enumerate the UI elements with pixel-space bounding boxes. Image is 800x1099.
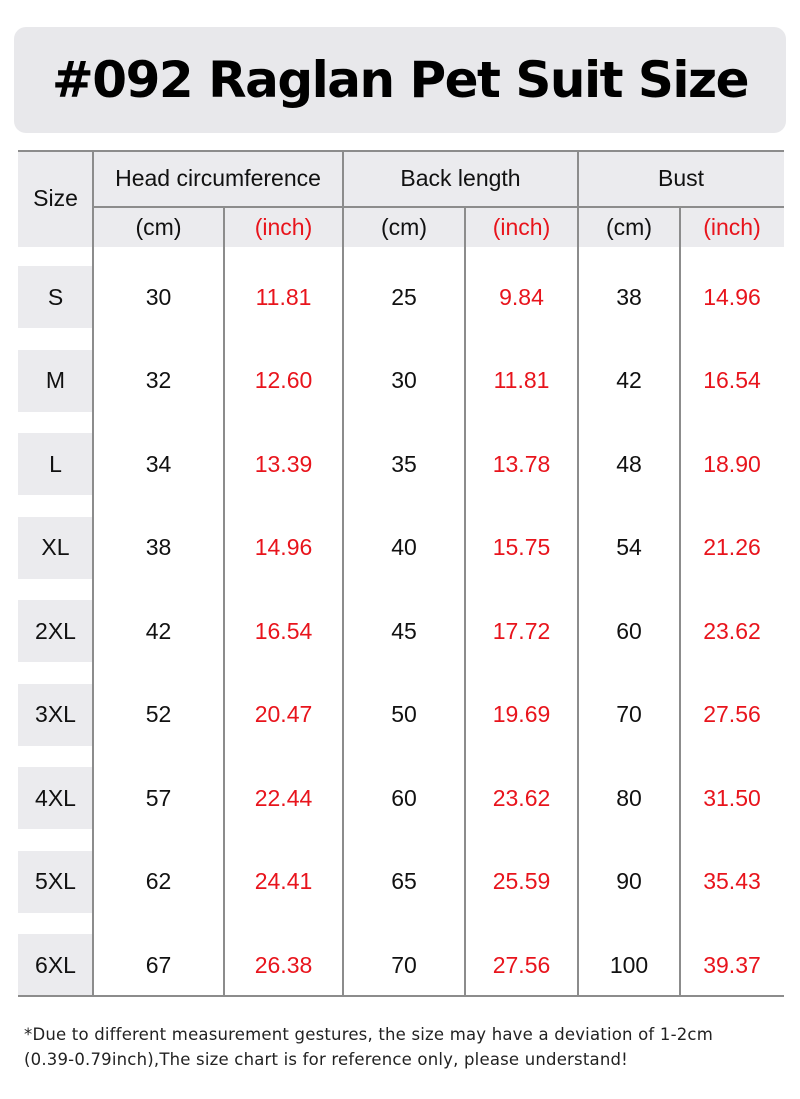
header-group-0: Head circumference (115, 165, 321, 191)
table-cell: 60 (391, 784, 417, 811)
table-cell: 13.39 (254, 450, 313, 477)
table-cell: 38 (616, 283, 642, 310)
table-cell: 40 (391, 534, 417, 560)
table-cell: 31.50 (703, 784, 761, 811)
table-cell: 32 (145, 367, 172, 393)
table-cell: 45 (391, 617, 417, 644)
header-size: Size (33, 185, 78, 211)
table-cell: 50 (391, 701, 417, 727)
table-cell: 52 (145, 701, 172, 727)
table-cell: 67 (145, 951, 172, 978)
header-unit-1: (inch) (254, 213, 313, 240)
table-cell: 25.59 (492, 868, 551, 894)
header-unit-3: (inch) (492, 213, 551, 240)
row-size-label: M (18, 349, 93, 412)
table-cell: 11.81 (255, 283, 312, 310)
table-bottom-border (18, 995, 784, 997)
row-size-label: XL (18, 516, 93, 579)
table-cell: 34 (145, 450, 172, 477)
table-cell: 42 (145, 617, 172, 644)
table-cell: 17.72 (492, 617, 551, 644)
footnote: *Due to different measurement gestures, … (24, 1022, 784, 1072)
table-cell: 57 (145, 784, 172, 811)
table-cell: 30 (391, 367, 417, 393)
page-title: #092 Raglan Pet Suit Size (51, 51, 750, 109)
table-cell: 100 (609, 951, 649, 978)
footnote-line-2: (0.39-0.79inch),The size chart is for re… (24, 1050, 628, 1069)
table-cell: 38 (145, 534, 172, 560)
table-cell: 13.78 (492, 450, 551, 477)
table-cell: 39.37 (703, 951, 761, 978)
header-group-1: Back length (400, 165, 521, 191)
table-cell: 9.84 (499, 283, 544, 310)
table-cell: 23.62 (703, 617, 761, 644)
table-cell: 62 (145, 868, 172, 894)
table-cell: 14.96 (703, 283, 761, 310)
table-cell: 14.96 (254, 534, 313, 560)
header-group-2: Bust (657, 165, 705, 191)
table-cell: 20.47 (254, 701, 313, 727)
size-table: Size Head circumference Back length Bust (cm… (18, 150, 784, 1000)
table-cell: 22.44 (254, 784, 313, 811)
table-cell: 80 (616, 784, 642, 811)
table-cell: 19.69 (492, 701, 551, 727)
table-cell: 35.43 (703, 868, 761, 894)
row-size-label: 3XL (18, 683, 93, 746)
table-cell: 12.60 (254, 367, 313, 393)
table-cell: 11.81 (493, 367, 550, 393)
table-cell: 27.56 (703, 701, 761, 727)
table-cell: 24.41 (254, 868, 313, 894)
row-size-label: 6XL (18, 934, 93, 996)
table-cell: 35 (391, 450, 417, 477)
table-cell: 48 (616, 450, 642, 477)
table-cell: 16.54 (703, 367, 761, 393)
header-divider (93, 206, 784, 208)
header-background (18, 150, 784, 247)
table-cell: 15.75 (492, 534, 551, 560)
table-cell: 60 (616, 617, 642, 644)
group-divider-1 (342, 150, 344, 996)
footnote-line-1: *Due to different measurement gestures, … (24, 1025, 713, 1044)
row-size-label: S (18, 266, 93, 328)
table-top-border (18, 150, 784, 152)
table-cell: 25 (391, 283, 417, 310)
table-cell: 70 (391, 951, 417, 978)
row-size-label: L (18, 433, 93, 495)
unit-divider-1 (464, 207, 466, 996)
header-unit-4: (cm) (606, 213, 652, 240)
table-cell: 23.62 (492, 784, 551, 811)
unit-divider-0 (223, 207, 225, 996)
title-banner: #092 Raglan Pet Suit Size (14, 27, 786, 133)
table-cell: 65 (391, 868, 417, 894)
table-cell: 21.26 (703, 534, 761, 560)
group-divider-0 (92, 150, 94, 996)
table-cell: 18.90 (703, 450, 761, 477)
table-cell: 70 (616, 701, 642, 727)
row-size-label: 5XL (18, 850, 93, 913)
table-cell: 54 (616, 534, 642, 560)
table-cell: 27.56 (492, 951, 551, 978)
header-unit-5: (inch) (703, 213, 761, 240)
table-cell: 30 (145, 283, 172, 310)
row-size-label: 2XL (18, 600, 93, 662)
unit-divider-2 (679, 207, 681, 996)
header-unit-2: (cm) (381, 213, 427, 240)
table-cell: 26.38 (254, 951, 313, 978)
row-size-label: 4XL (18, 767, 93, 829)
header-unit-0: (cm) (135, 213, 182, 240)
table-cell: 42 (616, 367, 642, 393)
table-cell: 90 (616, 868, 642, 894)
group-divider-2 (577, 150, 579, 996)
table-cell: 16.54 (254, 617, 313, 644)
